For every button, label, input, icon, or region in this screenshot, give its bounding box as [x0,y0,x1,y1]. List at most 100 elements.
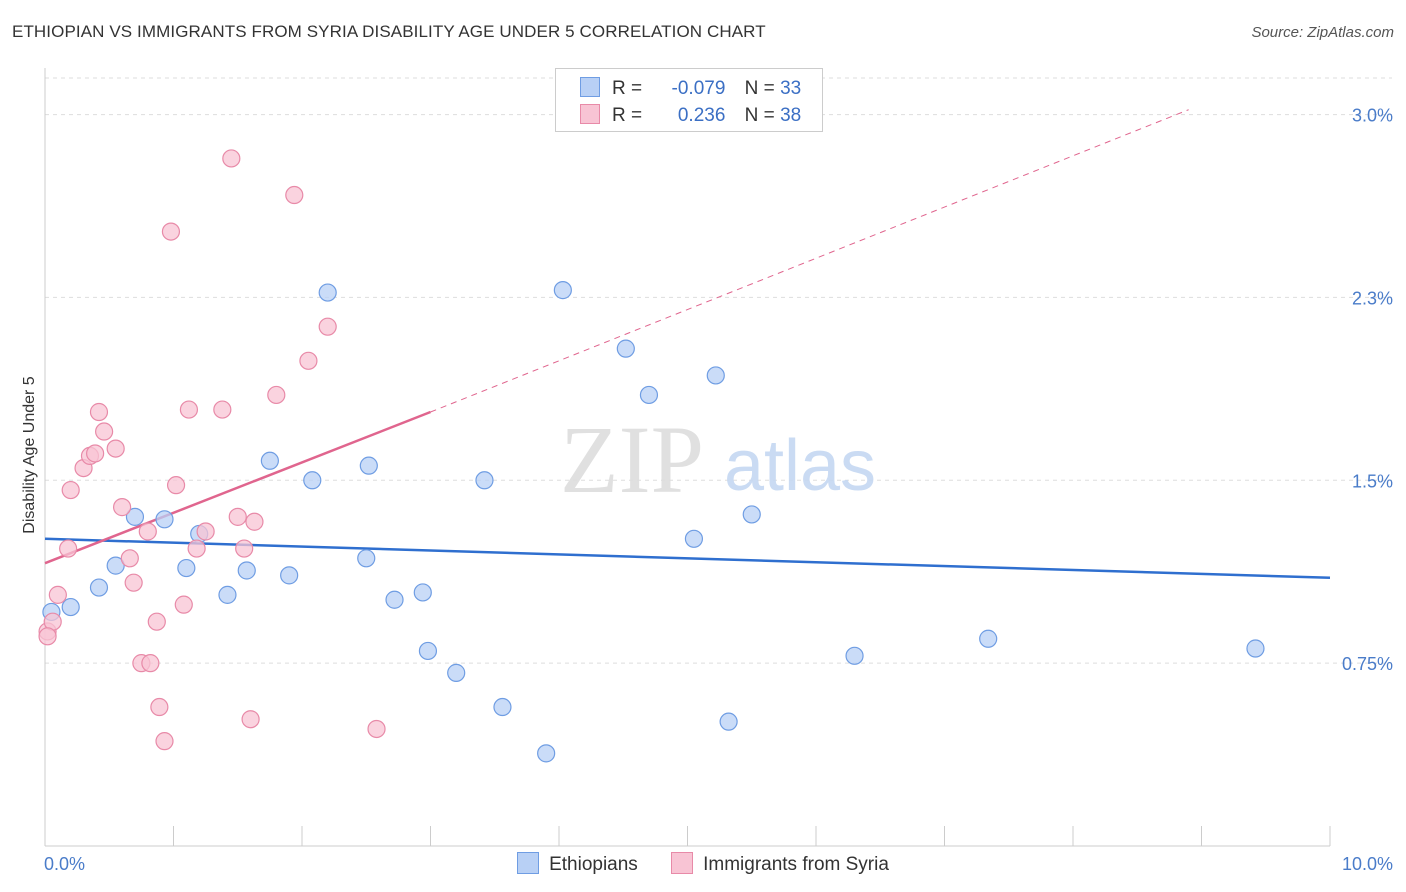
trendline [430,109,1189,413]
x-tick-label-min: 0.0% [44,854,85,874]
syria-point [150,697,169,717]
syria-point [147,612,166,631]
axes [44,68,1331,847]
syria-point [106,439,125,458]
trendline [44,410,431,565]
y-tick-label: 1.5% [1352,471,1393,491]
ethiopians-point [418,641,438,661]
legend-swatch-blue [580,77,600,97]
syria-point [124,573,143,592]
data-points [38,149,1265,763]
syria-point [235,539,254,558]
syria-point [285,185,304,205]
syria-point [367,719,386,739]
y-tick-label: 3.0% [1352,106,1393,126]
legend-swatch-blue [517,852,540,874]
legend-label: Immigrants from Syria [703,854,889,875]
ethiopians-point [493,697,512,717]
syria-point [222,149,241,168]
ethiopians-point [553,281,572,300]
ethiopians-point [845,646,864,665]
r-value: -0.079 [671,78,726,99]
ethiopians-point [303,471,322,490]
syria-point [213,400,232,419]
ethiopians-point [106,556,125,575]
legend-row-syria: R = 0.236 N = 38 [580,104,801,126]
syria-point [89,402,109,422]
legend-item-syria: Immigrants from Syria [671,852,889,876]
ethiopians-point [447,663,466,682]
ethiopians-point [719,712,738,731]
syria-point [196,522,215,541]
ethiopians-point [218,585,237,604]
n-value: 33 [780,78,802,99]
ethiopians-point [89,578,109,597]
source-label: Source: ZipAtlas.com [1251,24,1394,41]
syria-point [138,522,157,541]
ethiopians-point [155,510,174,529]
syria-point [228,507,247,526]
r-label: R = [612,105,643,126]
syria-point [318,317,337,336]
ethiopians-point [742,505,761,524]
syria-point [267,385,286,405]
watermark: ZIP atlas [560,406,876,513]
r-label: R = [612,78,643,99]
syria-point [299,351,318,370]
ethiopians-point [684,529,704,548]
syria-point [61,480,80,500]
chart-title: ETHIOPIAN VS IMMIGRANTS FROM SYRIA DISAB… [12,22,766,41]
y-tick-label: 2.3% [1352,288,1393,308]
syria-point [48,585,67,604]
x-tick-label-max: 10.0% [1342,854,1393,874]
ethiopians-point [359,456,378,475]
syria-point [38,627,57,646]
ethiopians-point [413,583,432,602]
syria-point [179,400,199,419]
legend-swatch-pink [580,104,600,124]
ethiopians-point [61,597,80,617]
syria-point [141,654,160,673]
syria-point [241,710,260,729]
ethiopians-point [385,590,404,609]
ethiopians-point [979,629,998,648]
syria-point [174,595,193,614]
trendlines [44,109,1331,580]
legend-row-ethiopians: R = -0.079 N = 33 [580,77,801,99]
syria-point [187,539,206,558]
tick-labels: 0.75% 1.5% 2.3% 3.0% 0.0% 10.0% [44,106,1393,874]
ethiopians-point [237,561,256,580]
watermark-atlas: atlas [724,426,876,506]
ethiopians-point [280,566,299,585]
y-tick-label: 0.75% [1342,654,1393,674]
ethiopians-point [260,451,279,470]
syria-point [95,422,114,441]
syria-point [245,512,264,531]
ethiopians-point [357,549,376,568]
series-legend: Ethiopians Immigrants from Syria [0,852,1406,876]
ethiopians-point [318,283,337,302]
ethiopians-point [475,471,494,490]
n-label: N = [744,105,775,126]
ethiopians-point [639,385,659,405]
legend-label: Ethiopians [549,854,638,875]
syria-point [112,498,132,517]
legend-swatch-pink [671,852,694,874]
y-axis-title: Disability Age Under 5 [21,376,38,534]
syria-point [161,222,181,241]
ethiopians-point [616,339,635,358]
syria-point [86,444,105,463]
watermark-zip: ZIP [560,406,704,513]
n-value: 38 [780,105,802,126]
syria-point [155,732,174,751]
ethiopians-point [1246,639,1265,658]
syria-point [166,476,186,495]
n-label: N = [744,78,775,99]
stats-legend: R = -0.079 N = 33 R = 0.236 N = 38 [555,68,823,132]
trendline [44,537,1331,580]
ethiopians-point [177,558,196,578]
r-value: 0.236 [677,105,726,126]
syria-point [59,539,78,558]
legend-item-ethiopians: Ethiopians [517,852,638,876]
